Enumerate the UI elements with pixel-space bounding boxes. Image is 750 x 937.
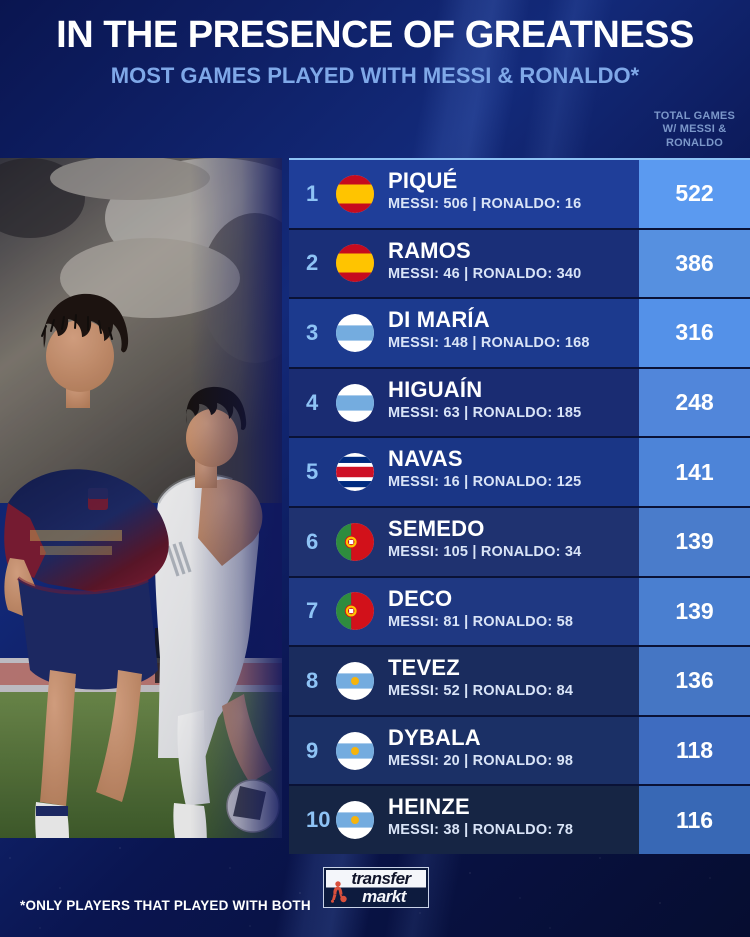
svg-text:markt: markt — [362, 887, 408, 906]
svg-text:transfer: transfer — [351, 869, 412, 888]
